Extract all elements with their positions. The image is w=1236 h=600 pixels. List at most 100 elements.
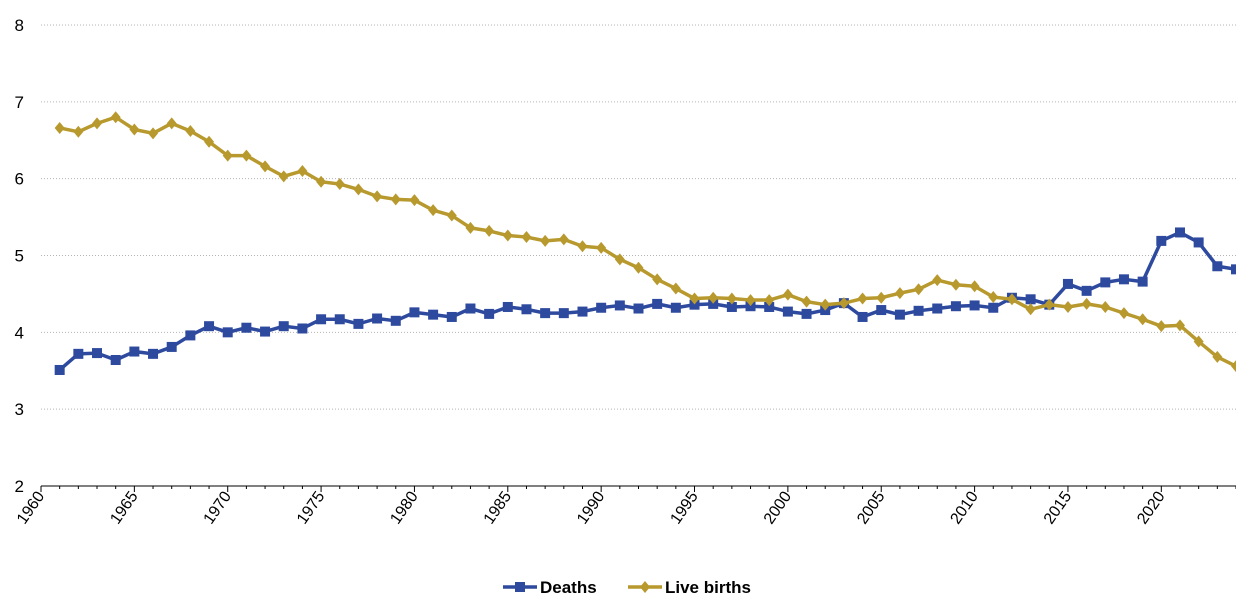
data-point <box>372 313 383 324</box>
y-tick-label: 3 <box>15 400 24 419</box>
data-point <box>241 149 252 162</box>
data-point <box>1212 350 1223 363</box>
data-point <box>540 234 551 247</box>
legend-label: Deaths <box>540 578 597 595</box>
data-point <box>745 301 756 312</box>
data-point <box>1193 237 1204 248</box>
data-point <box>1231 360 1236 373</box>
data-point <box>652 298 663 309</box>
data-point <box>1212 261 1223 272</box>
data-point <box>1025 294 1036 305</box>
data-point <box>409 194 420 207</box>
legend-marker <box>515 582 525 592</box>
legend-item-live-births: Live births <box>628 578 751 597</box>
data-point <box>596 241 607 254</box>
gridlines <box>41 24 1236 410</box>
data-point <box>260 160 271 173</box>
y-tick-label: 2 <box>15 477 24 496</box>
data-point <box>1156 235 1167 246</box>
data-point <box>838 297 849 310</box>
data-point <box>932 274 943 287</box>
x-tick-label: 1970 <box>201 488 235 527</box>
data-point <box>334 178 345 191</box>
data-point <box>446 209 457 222</box>
data-point <box>166 341 177 352</box>
series-line <box>59 115 1236 368</box>
data-point <box>652 273 663 286</box>
data-point <box>596 302 607 313</box>
x-tick-label: 2015 <box>1041 488 1075 527</box>
data-point <box>857 292 868 305</box>
data-point <box>1044 298 1055 311</box>
data-point <box>950 301 961 312</box>
data-point <box>92 117 103 130</box>
data-point <box>801 308 812 319</box>
data-point <box>110 354 121 365</box>
data-point <box>1081 285 1092 296</box>
data-point <box>185 125 196 138</box>
data-point <box>484 224 495 237</box>
data-point <box>465 221 476 234</box>
data-point <box>764 294 775 307</box>
data-point <box>988 302 999 313</box>
data-point <box>204 135 215 148</box>
data-point <box>969 280 980 293</box>
x-tick-label: 1975 <box>294 488 328 527</box>
data-point <box>1118 307 1129 320</box>
data-point <box>1062 300 1073 313</box>
data-point <box>353 318 364 329</box>
y-tick-label: 6 <box>15 170 24 189</box>
data-point <box>633 261 644 274</box>
data-point <box>185 330 196 341</box>
data-point <box>726 292 737 305</box>
series-live-births <box>54 111 1236 373</box>
data-point <box>92 348 103 359</box>
x-tick-label: 2020 <box>1134 488 1168 527</box>
data-point <box>577 306 588 317</box>
x-tick-label: 2005 <box>854 488 888 527</box>
data-point <box>670 282 681 295</box>
data-point <box>689 299 700 310</box>
data-point <box>1006 293 1017 306</box>
legend-item-deaths: Deaths <box>503 578 597 597</box>
data-point <box>484 308 495 319</box>
x-tick-label: 1965 <box>107 488 141 527</box>
data-point <box>148 127 159 140</box>
legend-marker <box>640 581 650 593</box>
data-point <box>764 301 775 312</box>
data-point <box>241 322 252 333</box>
data-point <box>1100 277 1111 288</box>
legend: Deaths Live births <box>503 578 751 597</box>
data-point <box>782 306 793 317</box>
data-point <box>689 292 700 305</box>
data-point <box>390 315 401 326</box>
data-point <box>1081 297 1092 310</box>
data-point <box>894 287 905 300</box>
data-point <box>278 321 289 332</box>
data-point <box>502 229 513 242</box>
data-point <box>745 294 756 307</box>
data-point <box>988 290 999 303</box>
x-tick-label: 1995 <box>667 488 701 527</box>
data-point <box>1062 278 1073 289</box>
data-point <box>558 308 569 319</box>
data-point <box>1137 276 1148 287</box>
data-point <box>726 301 737 312</box>
data-point <box>969 300 980 311</box>
data-point <box>1174 227 1185 238</box>
data-point <box>782 288 793 301</box>
series-line <box>58 230 1236 372</box>
data-point <box>465 303 476 314</box>
data-point <box>409 307 420 318</box>
data-point <box>353 183 364 196</box>
data-point <box>278 170 289 183</box>
data-point <box>316 175 327 188</box>
data-point <box>428 309 439 320</box>
legend-label: Live births <box>665 578 751 595</box>
data-point <box>390 193 401 206</box>
data-point <box>129 123 140 136</box>
x-tick-label: 1980 <box>387 488 421 527</box>
